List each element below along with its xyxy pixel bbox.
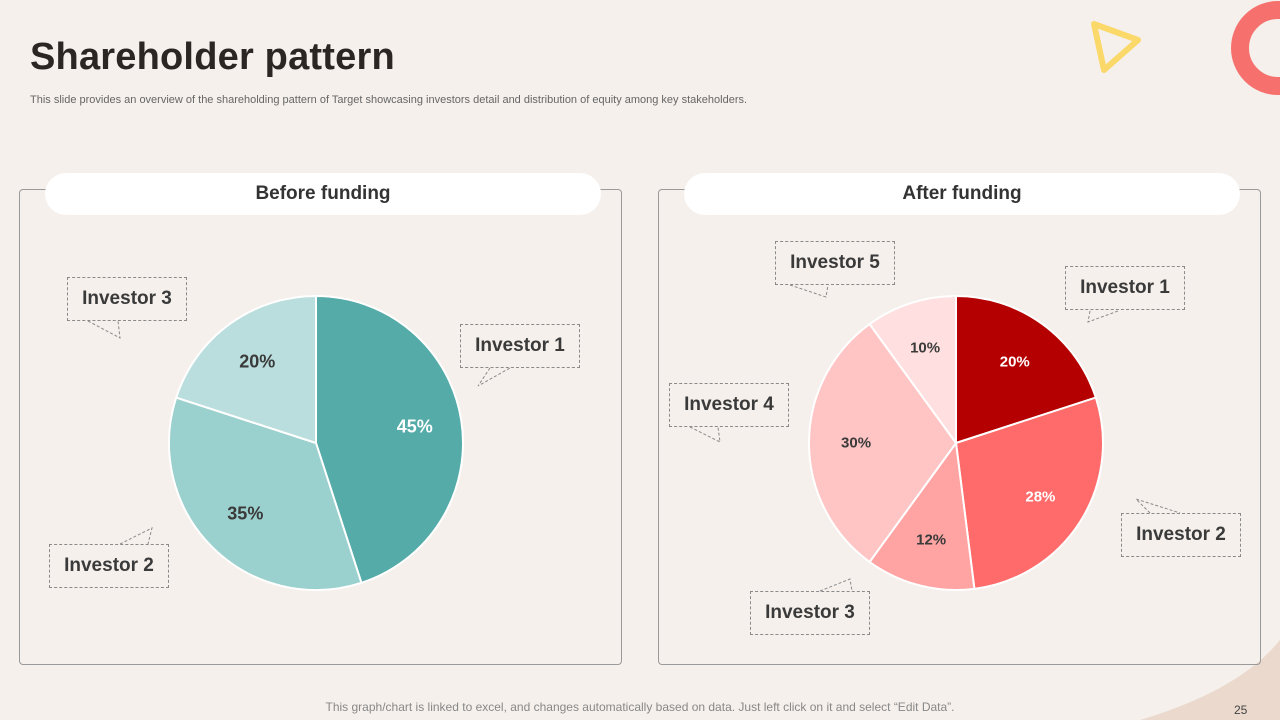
callout-before-investor-3: Investor 3 xyxy=(67,277,187,321)
callout-before-investor-2: Investor 2 xyxy=(49,544,169,588)
after-funding-pie[interactable] xyxy=(808,294,1104,591)
pie-label-after-3: 12% xyxy=(916,531,947,549)
callout-tail xyxy=(477,367,511,387)
pie-slice-after-2[interactable] xyxy=(954,396,1104,590)
before-funding-header: Before funding xyxy=(45,173,601,215)
pie-label-before-1: 45% xyxy=(396,416,433,437)
pie-label-before-3: 20% xyxy=(239,351,276,372)
triangle-decoration-icon xyxy=(1091,21,1141,73)
page-number: 25 xyxy=(1234,703,1248,717)
slide-subtitle: This slide provides an overview of the s… xyxy=(30,94,748,106)
slide-title: Shareholder pattern xyxy=(30,36,395,78)
callout-tail xyxy=(1087,310,1119,323)
callout-after-investor-2: Investor 2 xyxy=(1121,513,1241,557)
before-funding-pie[interactable] xyxy=(168,294,464,591)
after-funding-header: After funding xyxy=(684,173,1240,215)
callout-tail xyxy=(789,284,829,298)
pie-slice-before-1[interactable] xyxy=(315,294,464,585)
pie-label-after-4: 30% xyxy=(841,434,872,452)
corner-decoration xyxy=(1140,640,1280,720)
pie-label-after-1: 20% xyxy=(999,353,1030,371)
callout-tail xyxy=(87,320,121,339)
callout-after-investor-3: Investor 3 xyxy=(750,591,870,635)
pie-slice-before-2[interactable] xyxy=(168,396,363,591)
pie-label-before-2: 35% xyxy=(227,503,264,524)
callout-after-investor-4: Investor 4 xyxy=(669,383,789,427)
callout-tail xyxy=(1135,498,1181,514)
pie-label-after-5: 10% xyxy=(910,339,941,357)
callout-tail xyxy=(119,527,153,545)
callout-tail xyxy=(819,578,853,592)
callout-after-investor-5: Investor 5 xyxy=(775,241,895,285)
callout-before-investor-1: Investor 1 xyxy=(460,324,580,368)
pie-slice-before-3[interactable] xyxy=(174,294,317,445)
ring-decoration-icon xyxy=(1231,1,1280,95)
footer-note: This graph/chart is linked to excel, and… xyxy=(325,700,955,714)
pie-slice-after-3[interactable] xyxy=(868,440,976,591)
callout-tail xyxy=(689,426,721,443)
pie-slice-after-1[interactable] xyxy=(955,294,1098,445)
callout-after-investor-1: Investor 1 xyxy=(1065,266,1185,310)
pie-slice-after-5[interactable] xyxy=(868,294,957,447)
pie-label-after-2: 28% xyxy=(1025,488,1056,506)
pie-slice-after-4[interactable] xyxy=(808,322,958,564)
